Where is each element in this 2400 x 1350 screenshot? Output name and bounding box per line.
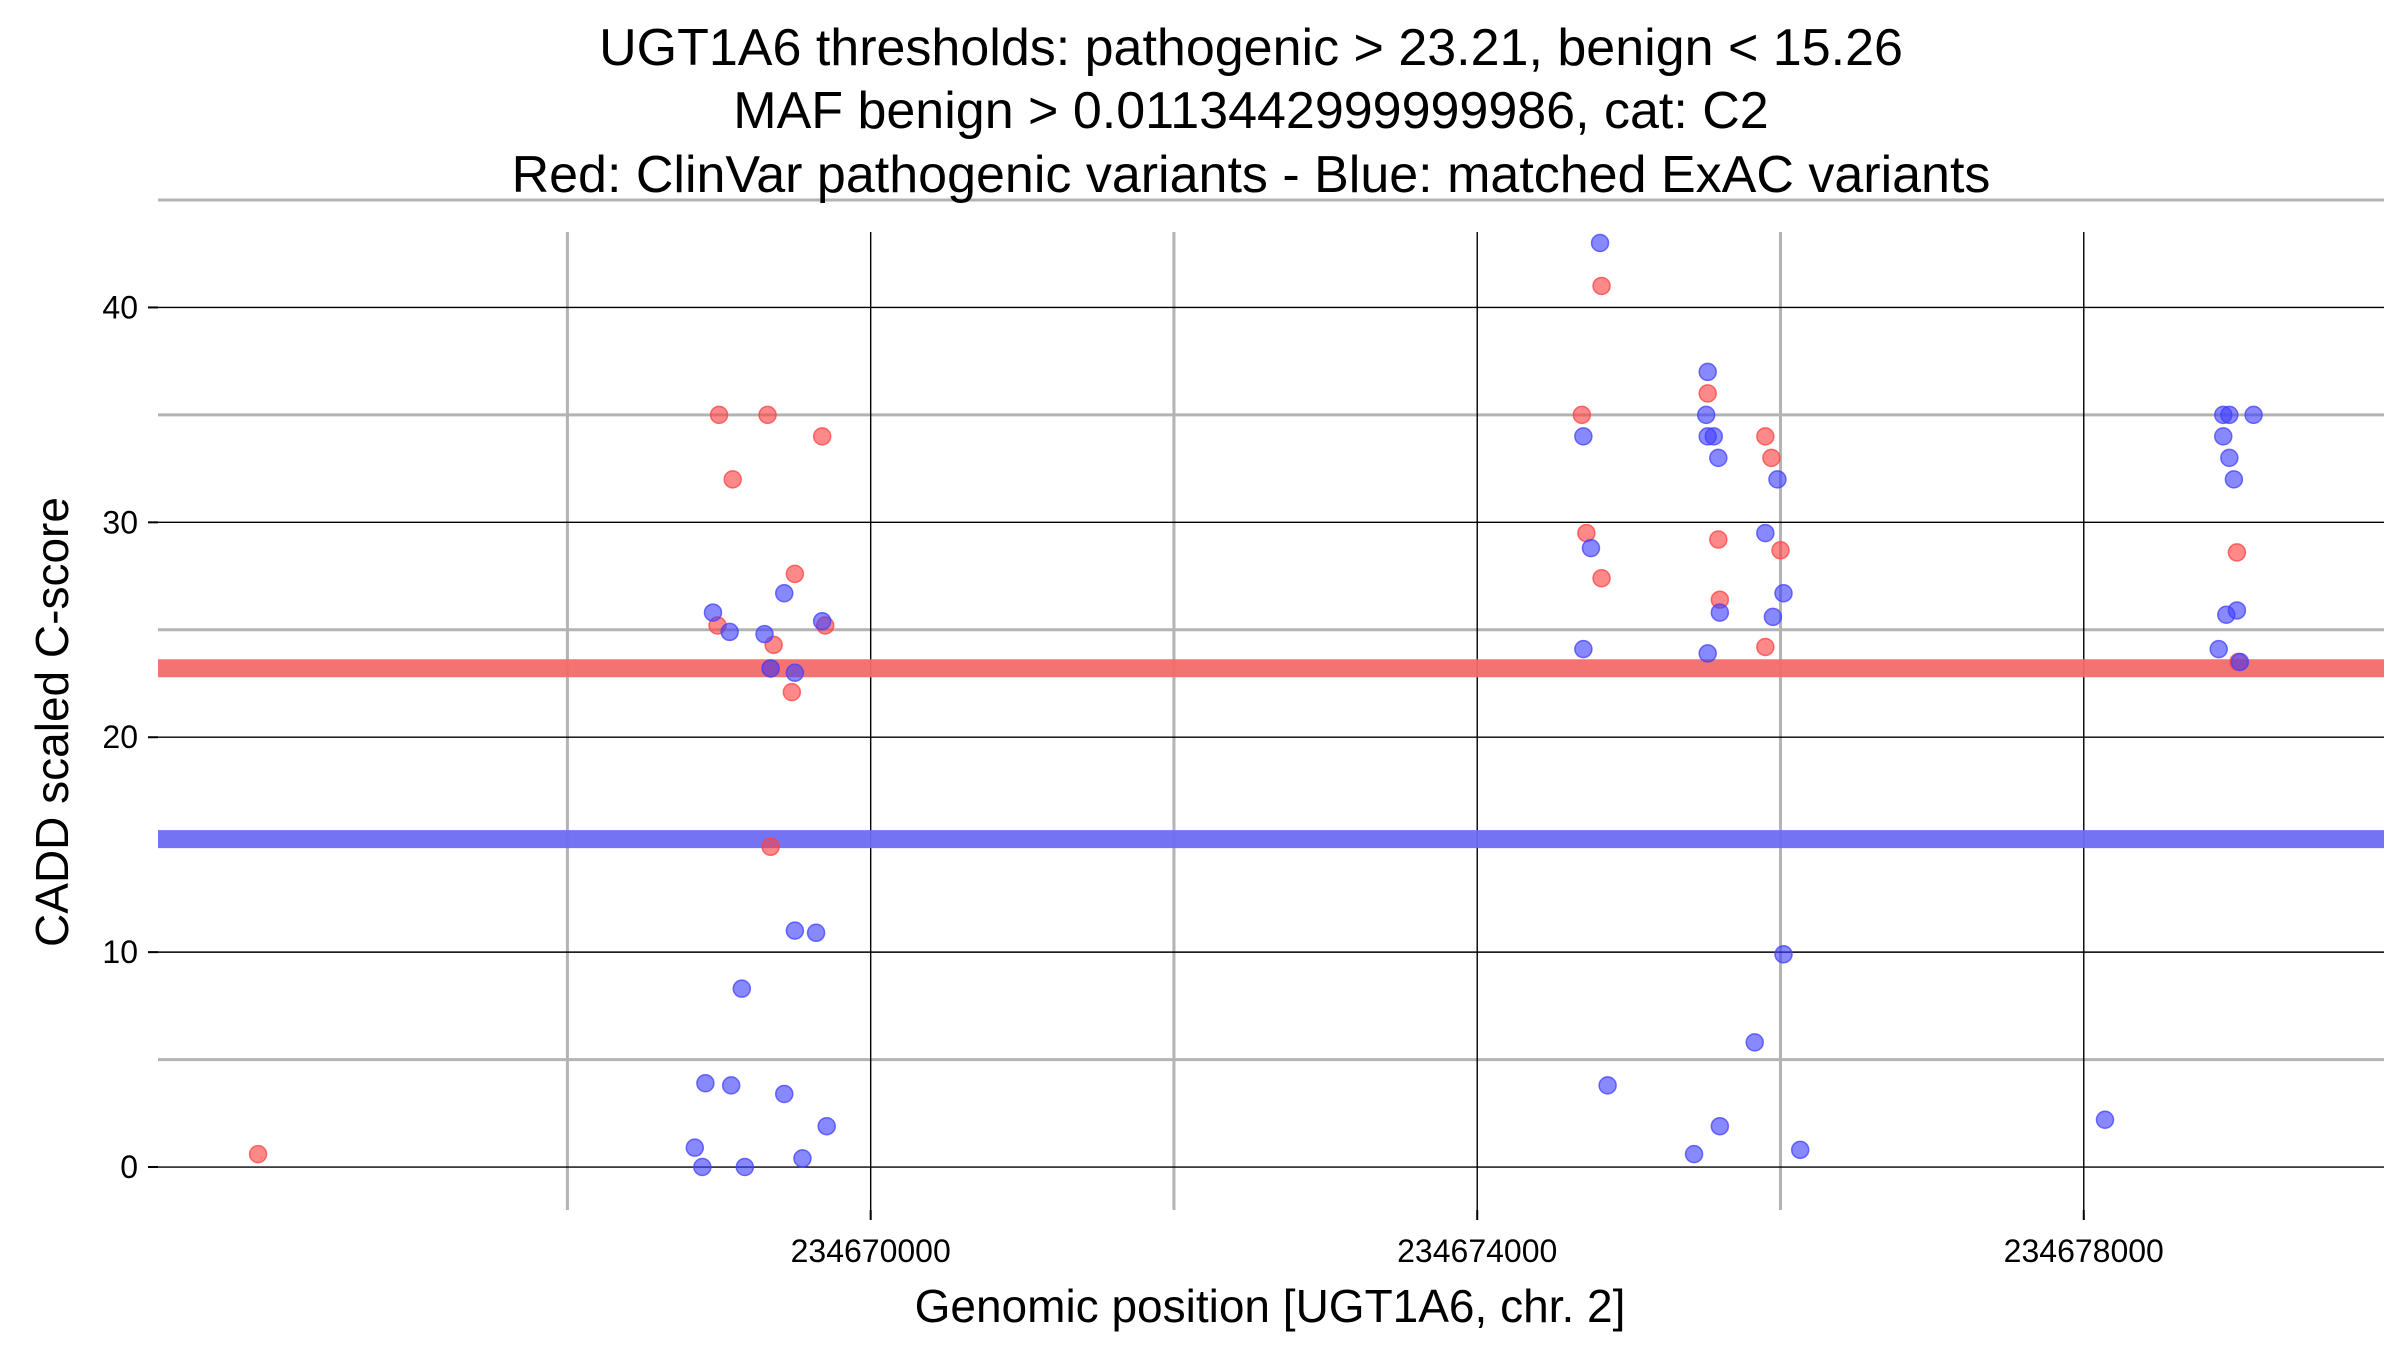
point-series-1-31 [1768,470,1787,489]
point-series-0-16 [1698,384,1717,403]
x-tick-label-0: 234670000 [791,1233,951,1269]
point-series-0-21 [1771,541,1790,560]
major-grid [158,232,2384,1210]
point-series-0-7 [785,564,805,584]
point-series-1-18 [1590,233,1610,253]
data-points [248,233,2263,1177]
point-series-1-13 [755,624,774,644]
point-series-1-34 [1774,945,1793,964]
minor-grid [158,198,2384,1210]
point-series-1-36 [1710,1116,1730,1136]
tick-marks [148,306,2085,1220]
point-series-1-42 [2244,405,2263,425]
point-series-1-10 [817,1116,836,1136]
point-series-1-5 [732,979,752,998]
point-series-0-15 [1592,568,1611,588]
point-series-1-6 [775,1084,794,1104]
point-series-1-12 [720,622,739,642]
chart-title-line-3: Red: ClinVar pathogenic variants - Blue:… [512,146,1991,204]
point-series-1-21 [1574,639,1593,659]
point-series-1-8 [806,923,826,943]
point-series-1-45 [2224,470,2244,489]
point-series-1-32 [1774,584,1793,603]
point-series-1-19 [1574,427,1593,446]
point-series-1-9 [793,1149,812,1168]
y-tick-label-0: 0 [120,1149,138,1185]
threshold-lines [158,659,2384,849]
y-tick-label-2: 20 [102,719,138,755]
point-series-1-29 [1698,644,1717,663]
point-series-1-41 [2220,405,2239,425]
point-series-0-19 [1756,427,1775,446]
point-series-1-43 [2214,427,2233,446]
point-series-1-24 [1696,405,1716,425]
y-axis-title: CADD scaled C-score [26,497,78,947]
x-axis-title: Genomic position [UGT1A6, chr. 2] [915,1280,1626,1332]
chart-title-line-2: MAF benign > 0.0113442999999986, cat: C2 [733,82,1768,140]
y-tick-label-1: 10 [102,934,138,970]
y-tick-label-3: 30 [102,504,138,540]
point-series-1-2 [685,1138,705,1157]
x-tick-label-1: 234674000 [1397,1233,1557,1269]
point-series-1-15 [785,663,805,683]
point-series-0-1 [709,405,729,425]
point-series-1-20 [1581,538,1601,558]
point-series-1-39 [2095,1110,2115,1129]
point-series-1-37 [1684,1144,1704,1164]
point-series-1-47 [2227,601,2247,620]
point-series-1-4 [735,1157,755,1177]
point-series-1-30 [1756,523,1775,543]
point-series-0-11 [761,837,780,857]
point-series-1-16 [812,611,832,631]
point-series-0-4 [812,427,832,446]
chart-title-line-1: UGT1A6 thresholds: pathogenic > 23.21, b… [599,19,1903,77]
x-tick-labels: 234670000 234674000 234678000 [791,1233,2164,1269]
point-series-1-0 [696,1073,715,1093]
point-series-1-23 [1698,362,1717,382]
point-series-1-38 [1790,1140,1810,1160]
point-series-1-27 [1709,448,1728,468]
point-series-0-23 [2227,543,2247,562]
point-series-1-33 [1763,607,1783,627]
point-series-1-14 [775,584,794,603]
point-series-1-11 [703,603,723,622]
point-series-1-35 [1745,1033,1764,1052]
point-series-0-17 [1709,530,1728,549]
point-series-1-44 [2220,448,2239,468]
point-series-0-20 [1762,448,1781,468]
point-series-0-22 [1756,637,1775,657]
point-series-1-28 [1710,603,1730,622]
y-tick-label-4: 40 [102,289,138,325]
point-series-1-22 [1598,1076,1617,1095]
point-series-0-14 [1592,276,1611,296]
point-series-1-17 [761,659,780,678]
point-series-1-26 [1704,427,1724,446]
point-series-0-2 [723,470,742,489]
point-series-0-12 [1572,405,1592,425]
point-series-0-3 [758,405,777,425]
point-series-1-1 [721,1076,741,1095]
point-series-0-0 [248,1144,268,1164]
point-series-1-7 [785,921,805,940]
point-series-1-49 [2230,652,2250,672]
point-series-1-3 [693,1157,712,1177]
y-tick-labels: 0 10 20 30 40 [102,289,138,1185]
point-series-1-48 [2209,639,2228,659]
x-tick-label-2: 234678000 [2004,1233,2164,1269]
point-series-0-10 [782,682,802,702]
